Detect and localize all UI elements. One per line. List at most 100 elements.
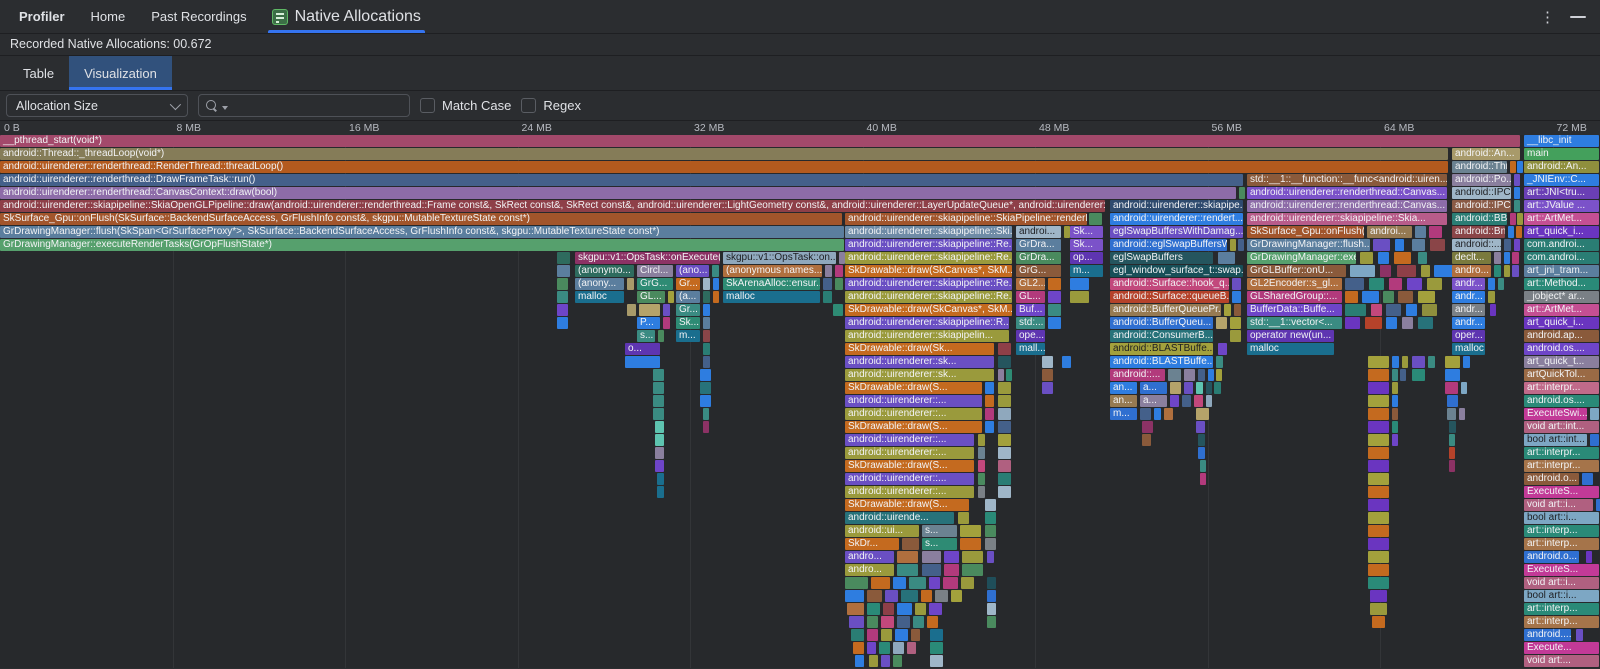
flame-block[interactable] xyxy=(847,603,864,615)
flame-block[interactable] xyxy=(1368,421,1389,433)
flame-block[interactable]: a... xyxy=(1140,395,1167,407)
flame-block[interactable]: art::interp... xyxy=(1524,525,1599,537)
flame-block[interactable] xyxy=(1345,304,1366,316)
flame-block[interactable] xyxy=(1576,629,1583,641)
flame-block[interactable] xyxy=(1200,460,1206,472)
flame-block[interactable] xyxy=(985,408,994,420)
flame-block[interactable] xyxy=(935,590,948,602)
flame-block[interactable] xyxy=(1517,161,1523,173)
flame-block[interactable]: android::uirenderer::skiapipeline::Re... xyxy=(845,291,1012,303)
flame-block[interactable]: SkDrawable::draw(S... xyxy=(845,460,974,472)
flame-block[interactable] xyxy=(1494,265,1501,277)
flame-block[interactable]: android.os.... xyxy=(1524,343,1599,355)
search-box[interactable] xyxy=(198,94,410,117)
flame-block[interactable] xyxy=(879,642,890,654)
flame-block[interactable] xyxy=(1182,395,1191,407)
flame-block[interactable] xyxy=(960,538,981,550)
flame-block[interactable] xyxy=(883,603,894,615)
flame-block[interactable]: ope... xyxy=(1016,330,1045,342)
flame-block[interactable]: android::Po... xyxy=(1452,174,1511,186)
flame-block[interactable]: mall... xyxy=(1016,343,1045,355)
flame-block[interactable]: s... xyxy=(922,538,957,550)
flame-block[interactable] xyxy=(655,460,664,472)
flame-block[interactable] xyxy=(1449,447,1455,459)
flame-block[interactable] xyxy=(1142,434,1151,446)
flame-block[interactable]: art::interpr... xyxy=(1524,460,1599,472)
flame-block[interactable]: void art::int... xyxy=(1524,421,1599,433)
flame-block[interactable] xyxy=(1006,369,1012,381)
flame-block[interactable] xyxy=(1415,226,1426,238)
flame-block[interactable] xyxy=(985,538,996,550)
flame-block[interactable] xyxy=(1386,304,1401,316)
flame-block[interactable] xyxy=(867,642,876,654)
flame-block[interactable]: android::uirenderer::... xyxy=(845,473,974,485)
flame-block[interactable]: SkDrawable::draw(Sk... xyxy=(845,343,994,355)
flame-block[interactable] xyxy=(893,642,904,654)
flame-block[interactable] xyxy=(1368,525,1389,537)
flame-block[interactable] xyxy=(1368,512,1389,524)
flame-block[interactable] xyxy=(1196,382,1203,394)
flame-block[interactable]: android::An... xyxy=(1524,161,1599,173)
flame-block[interactable] xyxy=(1345,291,1358,303)
flame-block[interactable] xyxy=(625,356,660,368)
flame-block[interactable] xyxy=(1216,369,1222,381)
flame-block[interactable] xyxy=(867,629,878,641)
flame-block[interactable]: void art::i... xyxy=(1524,499,1593,511)
flame-block[interactable] xyxy=(703,291,710,303)
flame-block[interactable] xyxy=(978,486,985,498)
flame-block[interactable] xyxy=(1368,486,1389,498)
flame-block[interactable]: android::ui... xyxy=(845,525,919,537)
flame-block[interactable]: android::uirenderer::... xyxy=(845,486,974,498)
flame-block[interactable] xyxy=(1445,382,1458,394)
flame-block[interactable] xyxy=(1488,278,1495,290)
flame-block[interactable]: android::BLASTBuffe... xyxy=(1110,343,1213,355)
flame-block[interactable] xyxy=(1184,369,1195,381)
flame-block[interactable] xyxy=(998,395,1011,407)
flame-block[interactable]: android::uirenderer::renderthread::Canva… xyxy=(1247,187,1447,199)
flame-block[interactable] xyxy=(1048,317,1061,329)
flame-block[interactable]: android::uirenderer::renderthread::Rende… xyxy=(0,161,1448,173)
flame-block[interactable]: android::uirenderer::skiapipeline::Re... xyxy=(845,239,1012,251)
flame-block[interactable]: main xyxy=(1524,148,1599,160)
flame-block[interactable] xyxy=(1048,304,1061,316)
flame-block[interactable] xyxy=(1510,213,1516,225)
flame-block[interactable] xyxy=(657,473,664,485)
flame-block[interactable] xyxy=(985,395,994,407)
flame-block[interactable]: android::BBi... xyxy=(1452,213,1507,225)
flame-block[interactable] xyxy=(1168,369,1181,381)
flame-block[interactable] xyxy=(978,434,985,446)
flame-block[interactable] xyxy=(998,434,1011,446)
flame-block[interactable]: android::Surface::queueB... xyxy=(1110,291,1229,303)
flame-block[interactable] xyxy=(867,603,880,615)
flame-block[interactable]: andr... xyxy=(1452,304,1485,316)
flame-block[interactable] xyxy=(1488,291,1495,303)
flame-block[interactable] xyxy=(557,317,568,329)
flame-block[interactable] xyxy=(1164,408,1173,420)
flame-block[interactable] xyxy=(557,304,568,316)
flame-block[interactable]: andr... xyxy=(1452,291,1485,303)
flame-block[interactable]: BufferData::Buffe... xyxy=(1247,304,1342,316)
flame-block[interactable]: o... xyxy=(625,343,660,355)
flame-block[interactable] xyxy=(881,629,892,641)
flame-block[interactable]: android.... xyxy=(1524,629,1571,641)
flame-block[interactable] xyxy=(663,317,670,329)
flame-block[interactable] xyxy=(1048,291,1061,303)
flame-block[interactable] xyxy=(1371,304,1382,316)
flame-block[interactable] xyxy=(703,408,709,420)
flame-block[interactable]: android::uirenderer::... xyxy=(845,447,974,459)
flame-block[interactable] xyxy=(557,265,570,277)
flame-block[interactable] xyxy=(1392,408,1398,420)
flame-block[interactable]: android::ConsumerB... xyxy=(1110,330,1213,342)
flame-block[interactable] xyxy=(1198,434,1205,446)
flame-block[interactable] xyxy=(1368,447,1389,459)
flame-block[interactable] xyxy=(1208,369,1214,381)
flame-block[interactable]: declt... xyxy=(1452,252,1491,264)
tab-visualization[interactable]: Visualization xyxy=(69,56,172,90)
flame-block[interactable]: ExecuteS... xyxy=(1524,564,1599,576)
flame-block[interactable] xyxy=(658,330,664,342)
flame-block[interactable] xyxy=(1407,278,1422,290)
flame-block[interactable]: android.o... xyxy=(1524,473,1579,485)
flame-block[interactable] xyxy=(1582,473,1593,485)
flame-block[interactable]: GrGLBuffer::onU... xyxy=(1247,265,1346,277)
flame-block[interactable]: ExecuteS... xyxy=(1524,486,1599,498)
